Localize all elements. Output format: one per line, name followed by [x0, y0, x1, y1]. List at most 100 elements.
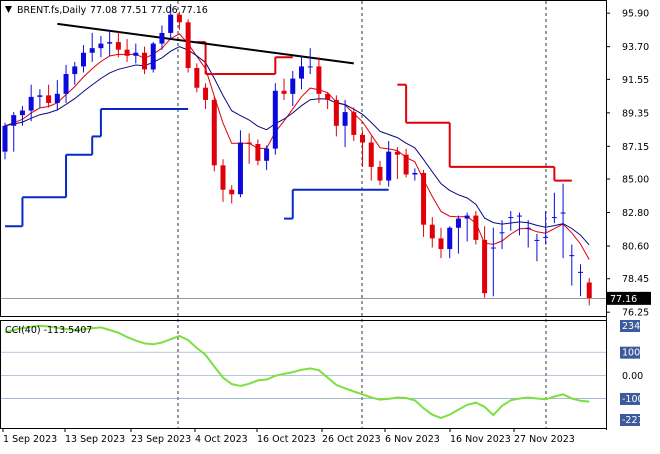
candle-body-down: [220, 165, 226, 190]
candle: [560, 183, 566, 259]
candle: [168, 4, 174, 40]
candle-body-up: [159, 32, 165, 44]
candle-body-up: [490, 247, 496, 249]
candle-body-down: [255, 144, 261, 161]
candle-body-up: [37, 95, 43, 97]
trendline: [57, 22, 354, 65]
candle: [499, 220, 505, 250]
candle-body-up: [107, 42, 113, 44]
candle: [412, 168, 418, 181]
candle-body-down: [124, 49, 130, 56]
candle-body-up: [464, 215, 470, 219]
candle-body-up: [150, 43, 156, 70]
ema-slow-line: [4, 46, 590, 246]
candle-body-down: [46, 95, 52, 103]
candle: [142, 46, 148, 75]
candle-body-up: [264, 148, 270, 161]
candle: [368, 136, 374, 181]
candle: [447, 226, 453, 259]
cci-tick-label: -100: [622, 394, 644, 405]
candle-body-down: [368, 142, 374, 167]
candle: [438, 227, 444, 259]
candle-body-up: [455, 218, 461, 228]
candle-body-up: [2, 125, 8, 152]
candle: [229, 185, 235, 204]
candle-body-down: [377, 166, 383, 181]
candle: [516, 212, 522, 236]
candle: [386, 141, 392, 187]
candle: [351, 107, 357, 141]
candle-body-down: [482, 239, 488, 294]
candle-body-down: [438, 238, 444, 250]
candle: [342, 99, 348, 148]
candle-body-down: [115, 42, 121, 50]
candle: [124, 39, 130, 62]
candle-body-up: [19, 110, 25, 116]
candle-body-up: [525, 227, 531, 229]
cci-plot: [4, 324, 590, 419]
price-tick-label: 82.80: [622, 208, 649, 219]
time-tick-label: 26 Oct 2023: [322, 434, 381, 445]
cci-label: CCI(40) -113.5407: [5, 325, 92, 336]
cci-tick-label: -227.612: [622, 415, 660, 426]
cci-tick-label: 234.6928: [622, 321, 660, 332]
candle: [482, 226, 488, 298]
candle: [19, 106, 25, 126]
candle: [316, 57, 322, 103]
candle: [63, 64, 69, 103]
candle: [569, 244, 575, 286]
time-axis: 1 Sep 2023 13 Sep 2023 23 Sep 2023 4 Oct 20…: [2, 428, 575, 445]
candle: [473, 211, 479, 245]
price-indicators: [4, 22, 590, 260]
cci-panel-frame: [0, 320, 607, 429]
candle-body-down: [246, 142, 252, 145]
candle: [403, 148, 409, 178]
candle-body-up: [98, 43, 104, 49]
candle-body-up: [89, 48, 95, 53]
candle: [98, 36, 104, 58]
ema-fast-line: [4, 33, 590, 260]
candle: [264, 145, 270, 170]
candle-body-up: [578, 271, 584, 273]
candle: [543, 211, 549, 245]
candle-body-up: [534, 239, 540, 241]
candle: [107, 29, 113, 56]
candle-body-up: [508, 217, 514, 219]
candle-body-down: [473, 215, 479, 240]
price-tick-label: 87.15: [622, 142, 649, 153]
cci-tick-box: [620, 320, 640, 332]
candle-body-down: [176, 14, 182, 23]
candle-body-down: [333, 99, 339, 126]
candle: [133, 43, 139, 64]
candle: [508, 211, 514, 231]
candle-body-up: [499, 232, 505, 234]
candle: [150, 42, 156, 73]
candle-body-up: [168, 14, 174, 33]
candle-body-up: [551, 217, 557, 219]
ohlc-readout: 77.08 77.51 77.06 77.16: [90, 5, 208, 16]
time-tick-label: 23 Sep 2023: [131, 434, 191, 445]
candle: [211, 96, 217, 172]
time-tick-label: 16 Oct 2023: [257, 434, 316, 445]
candle: [203, 83, 209, 110]
candle: [37, 89, 43, 108]
candle: [325, 92, 331, 110]
time-tick-label: 1 Sep 2023: [3, 434, 57, 445]
candle: [281, 78, 287, 100]
cci-tick-label: 100: [622, 348, 640, 359]
candle: [220, 159, 226, 202]
time-tick-label: 4 Oct 2023: [195, 434, 248, 445]
price-tick-label: 91.55: [622, 75, 649, 86]
candle: [115, 31, 121, 58]
candle-body-down: [203, 87, 209, 100]
candle-body-up: [307, 66, 313, 68]
candle-body-down: [194, 67, 200, 88]
candle: [46, 84, 52, 108]
candle-body-up: [54, 93, 60, 103]
candle: [54, 80, 60, 111]
price-tick-label: 85.00: [622, 175, 649, 186]
candle: [551, 192, 557, 224]
candle-body-up: [272, 90, 278, 149]
candle-body-up: [560, 212, 566, 214]
